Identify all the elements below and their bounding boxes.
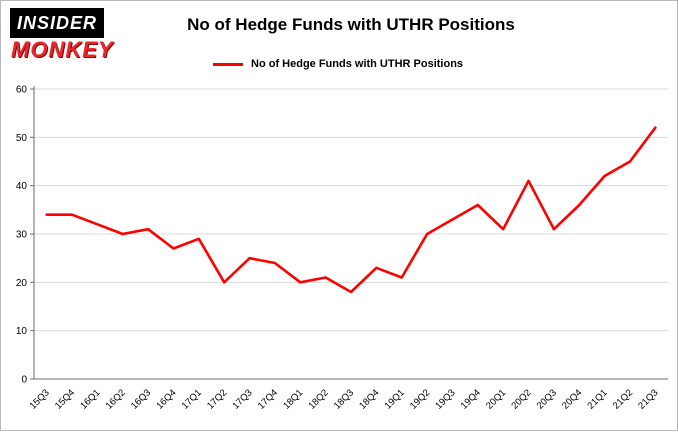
- x-tick-label: 21Q1: [586, 387, 610, 411]
- x-tick-label: 16Q2: [104, 387, 128, 411]
- x-tick-label: 20Q4: [560, 387, 584, 411]
- insider-monkey-logo: INSIDER MONKEY: [10, 8, 128, 61]
- y-tick-label: 30: [16, 230, 28, 241]
- legend-line-swatch: [213, 62, 243, 66]
- legend-label: No of Hedge Funds with UTHR Positions: [251, 58, 464, 70]
- x-tick-label: 17Q4: [256, 387, 280, 411]
- x-tick-label: 16Q3: [129, 387, 153, 411]
- page-title: No of Hedge Funds with UTHR Positions: [187, 15, 515, 34]
- y-tick-label: 40: [16, 181, 28, 192]
- x-tick-label: 17Q3: [230, 387, 254, 411]
- x-tick-label: 19Q1: [383, 387, 407, 411]
- logo-insider-text: INSIDER: [10, 8, 105, 38]
- x-tick-label: 19Q3: [433, 387, 457, 411]
- chart-line: [45, 126, 657, 294]
- chart-header: INSIDER MONKEY No of Hedge Funds with UT…: [1, 1, 678, 83]
- y-tick-label: 10: [16, 326, 28, 337]
- x-tick-label: 17Q2: [205, 387, 229, 411]
- x-tick-label: 18Q1: [281, 387, 305, 411]
- x-tick-label: 16Q1: [78, 387, 102, 411]
- x-tick-label: 20Q2: [509, 387, 533, 411]
- x-tick-label: 18Q4: [357, 387, 381, 411]
- y-tick-label: 60: [16, 85, 28, 96]
- x-tick-label: 20Q3: [535, 387, 559, 411]
- x-tick-label: 18Q2: [307, 387, 331, 411]
- x-tick-label: 20Q1: [484, 387, 508, 411]
- y-tick-label: 0: [21, 375, 27, 386]
- x-tick-label: 21Q3: [636, 387, 660, 411]
- x-tick-label: 19Q2: [408, 387, 432, 411]
- legend: No of Hedge Funds with UTHR Positions: [213, 58, 463, 70]
- x-tick-label: 16Q4: [154, 387, 178, 411]
- x-tick-label: 21Q2: [611, 387, 635, 411]
- x-tick-label: 15Q3: [28, 387, 52, 411]
- x-tick-label: 19Q4: [459, 387, 483, 411]
- line-chart: 0 10 20 30 40 50 60 15Q3 15Q4 16Q1 16Q2 16Q3 16Q4 17Q…: [1, 83, 678, 432]
- x-tick-label: 15Q4: [53, 387, 77, 411]
- logo-monkey-text: MONKEY: [11, 37, 114, 62]
- x-tick-label: 17Q1: [180, 387, 204, 411]
- y-tick-label: 20: [16, 278, 28, 289]
- y-tick-label: 50: [16, 133, 28, 144]
- x-tick-label: 18Q3: [332, 387, 356, 411]
